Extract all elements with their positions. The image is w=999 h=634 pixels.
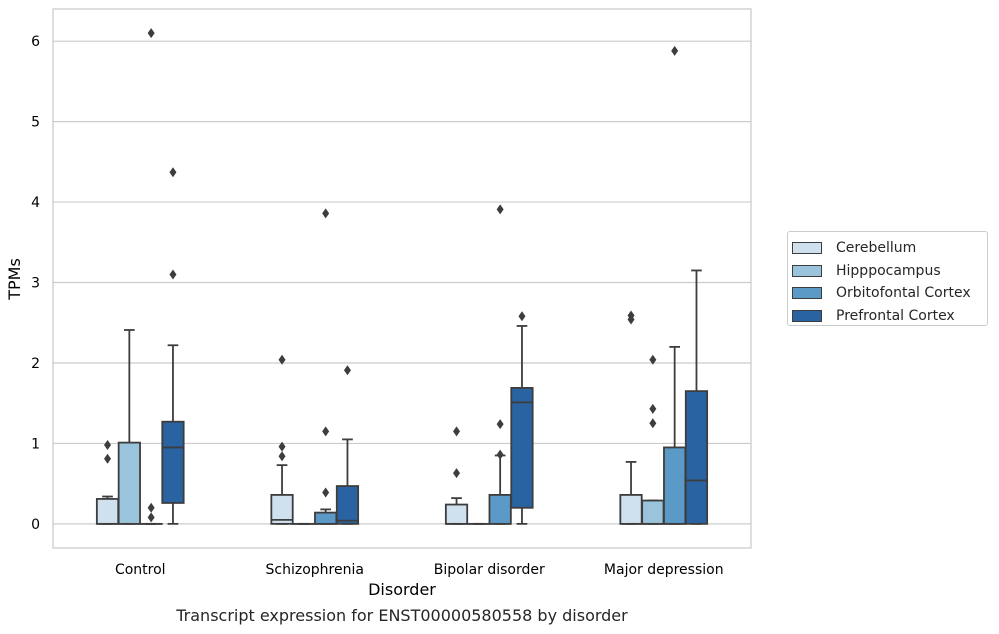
- box-iqr: [619, 494, 643, 525]
- outlier-point: [322, 208, 330, 219]
- legend-swatch: [792, 242, 822, 255]
- legend-label: Cerebellum: [836, 240, 917, 257]
- box-iqr: [95, 498, 120, 525]
- box-hipppocampus: [117, 329, 141, 525]
- box-cerebellum: [95, 440, 120, 525]
- chart-caption: Transcript expression for ENST0000058055…: [176, 606, 628, 625]
- y-tick-label: 5: [31, 115, 40, 131]
- x-tick-label: Major depression: [604, 562, 724, 578]
- outlier-point: [649, 418, 657, 429]
- outlier-point: [496, 449, 504, 460]
- legend-swatch: [792, 264, 822, 277]
- x-tick-label: Schizophrenia: [266, 562, 364, 578]
- box-iqr: [314, 511, 338, 525]
- x-tick-label: Control: [115, 562, 166, 578]
- box-prefrontal-cortex: [510, 311, 534, 525]
- outlier-point: [649, 354, 657, 365]
- x-tick-label: Bipolar disorder: [434, 562, 545, 578]
- box-hipppocampus: [641, 354, 665, 525]
- y-tick-labels: 0 1 2 3 4 5 6: [31, 34, 40, 533]
- y-tick-label: 0: [31, 517, 40, 533]
- outlier-point: [169, 269, 177, 280]
- plot-frame: [52, 8, 752, 549]
- boxes: [95, 28, 709, 525]
- outlier-point: [627, 314, 635, 325]
- box-orbitofontal-cortex: [314, 208, 338, 525]
- outlier-point: [671, 45, 679, 56]
- legend-swatch: [792, 309, 822, 322]
- outlier-point: [649, 403, 657, 414]
- box-iqr: [684, 390, 709, 525]
- outlier-point: [278, 354, 286, 365]
- x-tick-labels: Control Schizophrenia Bipolar disorder Majo…: [115, 562, 724, 578]
- x-axis-label: Disorder: [368, 580, 436, 599]
- outlier-point: [147, 28, 155, 39]
- box-cerebellum: [270, 354, 294, 525]
- y-axis-label: TPMs: [5, 258, 24, 301]
- outlier-point: [147, 502, 155, 513]
- y-tick-label: 1: [31, 436, 40, 452]
- y-tick-label: 4: [31, 195, 40, 211]
- box-iqr: [161, 420, 185, 504]
- legend-item: Cerebellum: [792, 237, 987, 260]
- outlier-point: [147, 512, 155, 523]
- box-cerebellum: [444, 426, 469, 525]
- legend-item: Prefrontal Cortex: [792, 305, 987, 328]
- legend-item: Hipppocampus: [792, 260, 987, 283]
- outlier-point: [518, 311, 526, 322]
- box-prefrontal-cortex: [335, 365, 360, 525]
- box-iqr: [270, 494, 294, 525]
- y-grid: [53, 40, 751, 525]
- legend: Cerebellum Hipppocampus Orbitofontal Corte…: [787, 231, 988, 326]
- outlier-point: [496, 419, 504, 430]
- outlier-point: [169, 167, 177, 178]
- legend-swatch: [792, 287, 822, 300]
- box-iqr: [335, 485, 360, 525]
- legend-label: Orbitofontal Cortex: [836, 285, 971, 302]
- outlier-point: [453, 426, 461, 437]
- box-iqr: [641, 499, 665, 525]
- y-tick-label: 3: [31, 276, 40, 292]
- y-tick-label: 2: [31, 356, 40, 372]
- box-orbitofontal-cortex: [139, 28, 163, 525]
- legend-item: Orbitofontal Cortex: [792, 282, 987, 305]
- box-iqr: [510, 387, 534, 509]
- outlier-point: [496, 204, 504, 215]
- box-iqr: [663, 446, 687, 525]
- box-prefrontal-cortex: [161, 167, 185, 525]
- outlier-point: [453, 468, 461, 479]
- box-iqr: [117, 441, 141, 525]
- box-cerebellum: [619, 310, 643, 525]
- outlier-point: [278, 441, 286, 452]
- legend-label: Hipppocampus: [836, 262, 941, 279]
- legend-label: Prefrontal Cortex: [836, 307, 955, 324]
- outlier-point: [278, 451, 286, 462]
- box-orbitofontal-cortex: [663, 45, 687, 525]
- box-iqr: [488, 494, 512, 525]
- outlier-point: [322, 487, 330, 498]
- box-prefrontal-cortex: [684, 269, 709, 525]
- outlier-point: [322, 426, 330, 437]
- outlier-point: [104, 453, 112, 464]
- outlier-point: [343, 365, 351, 376]
- box-orbitofontal-cortex: [488, 204, 512, 525]
- outlier-point: [104, 440, 112, 451]
- box-iqr: [444, 503, 469, 525]
- y-tick-label: 6: [31, 34, 40, 50]
